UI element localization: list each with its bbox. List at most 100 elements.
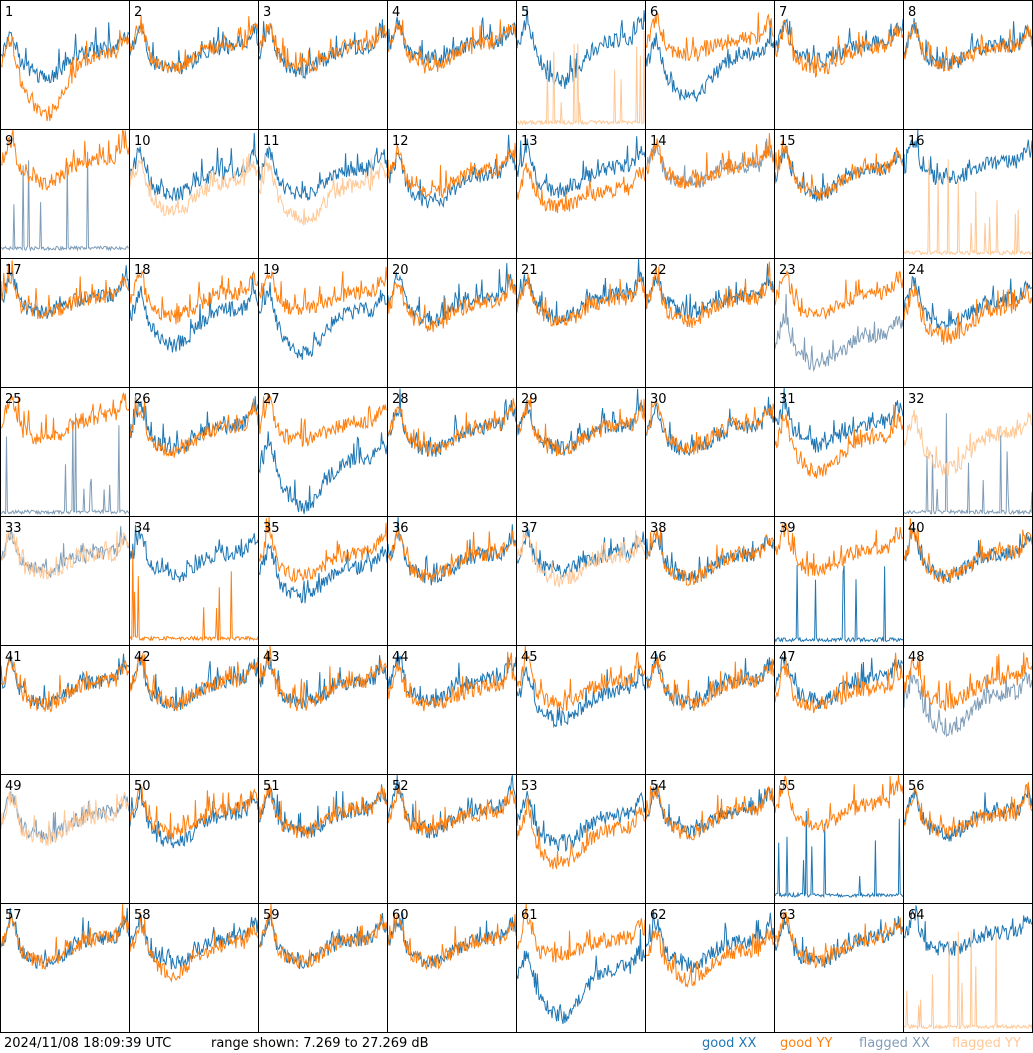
panel-55-label: 55 [779,779,796,794]
panel-48-xx-line [903,668,1033,737]
panel-53-yy-line [516,796,646,870]
panel-58-yy-line [129,912,259,983]
panel-25-xx-line [0,413,130,516]
panel-19: 19 [258,263,388,360]
panel-24-label: 24 [908,263,925,278]
panel-42-label: 42 [134,650,151,665]
panel-50: 50 [129,779,259,849]
panel-3-label: 3 [263,5,271,20]
panel-32-yy-line [903,409,1033,478]
panel-15: 15 [774,134,904,203]
panel-61-label: 61 [521,908,538,923]
panel-21: 21 [516,258,646,327]
panel-24: 24 [903,263,1033,345]
panel-61-yy-line [516,903,646,963]
panel-35-label: 35 [263,521,280,536]
panel-15-yy-line [774,140,904,200]
panel-39-yy-line [774,523,904,577]
panel-40: 40 [903,518,1033,585]
panel-47-label: 47 [779,650,796,665]
panel-48: 48 [903,650,1033,737]
panel-34-yy-line [129,549,259,642]
panel-36: 36 [387,516,517,586]
panel-45-xx-line [516,661,646,729]
panel-62-label: 62 [650,908,667,923]
panel-14: 14 [645,133,775,189]
panel-57-yy-line [0,904,130,970]
panel-31-yy-line [774,404,904,479]
panel-41-label: 41 [5,650,22,665]
panel-63-xx-line [774,916,904,968]
panel-2-label: 2 [134,5,142,20]
panel-6: 6 [645,5,775,102]
panel-63-label: 63 [779,908,796,923]
panel-50-yy-line [129,783,259,840]
panel-37-label: 37 [521,521,538,536]
panel-57-label: 57 [5,908,22,923]
panel-62: 62 [645,908,775,988]
panel-51-yy-line [258,783,388,840]
panel-17-yy-line [0,260,130,320]
panel-16-xx-line [903,129,1033,186]
legend-flagged-xx: flagged XX [859,1036,930,1051]
panel-16-yy-line [903,159,1033,256]
panel-29-label: 29 [521,392,538,407]
panel-18: 18 [129,263,259,353]
panel-36-label: 36 [392,521,409,536]
panel-27-xx-line [258,431,388,514]
panel-18-yy-line [129,270,259,325]
panel-26-yy-line [129,395,259,458]
panel-1: 1 [0,5,130,122]
panel-40-yy-line [903,518,1033,585]
panel-33-yy-line [0,530,130,580]
panel-4: 4 [387,5,517,74]
panel-48-yy-line [903,652,1033,712]
panel-50-label: 50 [134,779,151,794]
panel-31-xx-line [774,387,904,453]
panel-56-yy-line [903,782,1033,838]
panel-9: 9 [0,129,130,252]
panel-38: 38 [645,521,775,586]
panel-8-label: 8 [908,5,916,20]
panel-4-xx-line [387,16,517,68]
panel-64-label: 64 [908,908,925,923]
panel-53-label: 53 [521,779,538,794]
panel-13-yy-line [516,162,646,214]
panel-51-label: 51 [263,779,280,794]
panel-57: 57 [0,904,130,970]
panel-64: 64 [903,905,1033,1031]
panel-39-label: 39 [779,521,796,536]
panel-58: 58 [129,908,259,983]
panel-28-label: 28 [392,392,409,407]
panel-12-label: 12 [392,134,409,149]
legend-flagged-yy: flagged YY [952,1036,1021,1051]
panel-9-label: 9 [5,134,13,149]
panel-56-label: 56 [908,779,925,794]
panel-49-label: 49 [5,779,22,794]
legend-good-xx: good XX [702,1036,757,1051]
panel-9-xx-line [1,151,130,252]
panel-23-yy-line [774,270,904,320]
panel-2-yy-line [129,15,259,75]
panel-12-yy-line [387,142,517,198]
panel-23: 23 [774,263,904,373]
panel-40-xx-line [903,527,1033,584]
panel-1-label: 1 [5,5,13,20]
panel-5: 5 [516,5,646,126]
panel-55-yy-line [774,774,904,834]
panel-19-label: 19 [263,263,280,278]
panel-38-label: 38 [650,521,667,536]
panel-52: 52 [387,774,517,839]
panel-32-label: 32 [908,392,925,407]
panel-8-xx-line [903,18,1033,71]
panel-12-xx-line [387,134,517,209]
panel-59: 59 [258,903,388,970]
panel-33-label: 33 [5,521,22,536]
panel-25-yy-line [0,392,130,445]
panel-6-label: 6 [650,5,658,20]
panel-13-label: 13 [521,134,538,149]
panel-51: 51 [258,779,388,840]
panel-28-yy-line [387,398,517,457]
panel-34-xx-line [129,524,259,583]
